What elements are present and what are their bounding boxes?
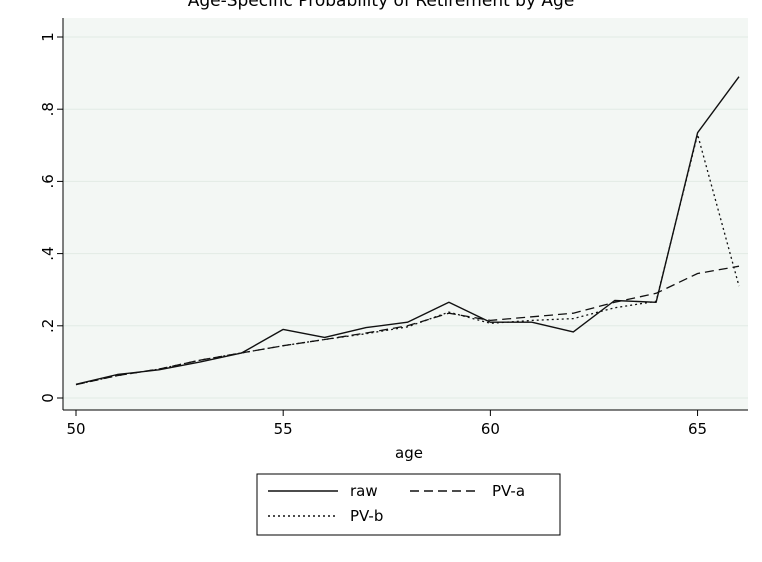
page-title: Age-Specific Probability of Retirement b… (188, 0, 575, 11)
series-line-pv-a (75, 265, 740, 386)
y-tick-label: .8 (39, 102, 57, 116)
plot-area (63, 18, 748, 410)
legend-box (256, 473, 561, 536)
y-tick-label: 1 (39, 32, 57, 42)
legend-label-pv-b: PV-b (350, 507, 383, 525)
grid-lines (63, 36, 748, 399)
x-axis-title: age (395, 444, 423, 462)
y-tick-label: 0 (39, 393, 57, 403)
series-lines (75, 76, 740, 386)
legend-label-pv-a: PV-a (492, 482, 525, 500)
x-tick-label: 60 (481, 420, 500, 438)
y-tick-label: .6 (39, 174, 57, 188)
x-tick-label: 65 (688, 420, 707, 438)
x-tick-label: 55 (274, 420, 293, 438)
legend: raw PV-a PV-b (256, 473, 561, 536)
legend-items: raw PV-a PV-b (268, 482, 525, 525)
axes: 0 .2 .4 .6 .8 1 50 55 60 65 (39, 18, 748, 438)
legend-label-raw: raw (350, 482, 378, 500)
series-line-raw (75, 76, 740, 385)
series-line-pv-b (75, 133, 740, 386)
y-tick-label: .4 (39, 246, 57, 260)
x-tick-label: 50 (66, 420, 85, 438)
y-tick-label: .2 (39, 319, 57, 333)
